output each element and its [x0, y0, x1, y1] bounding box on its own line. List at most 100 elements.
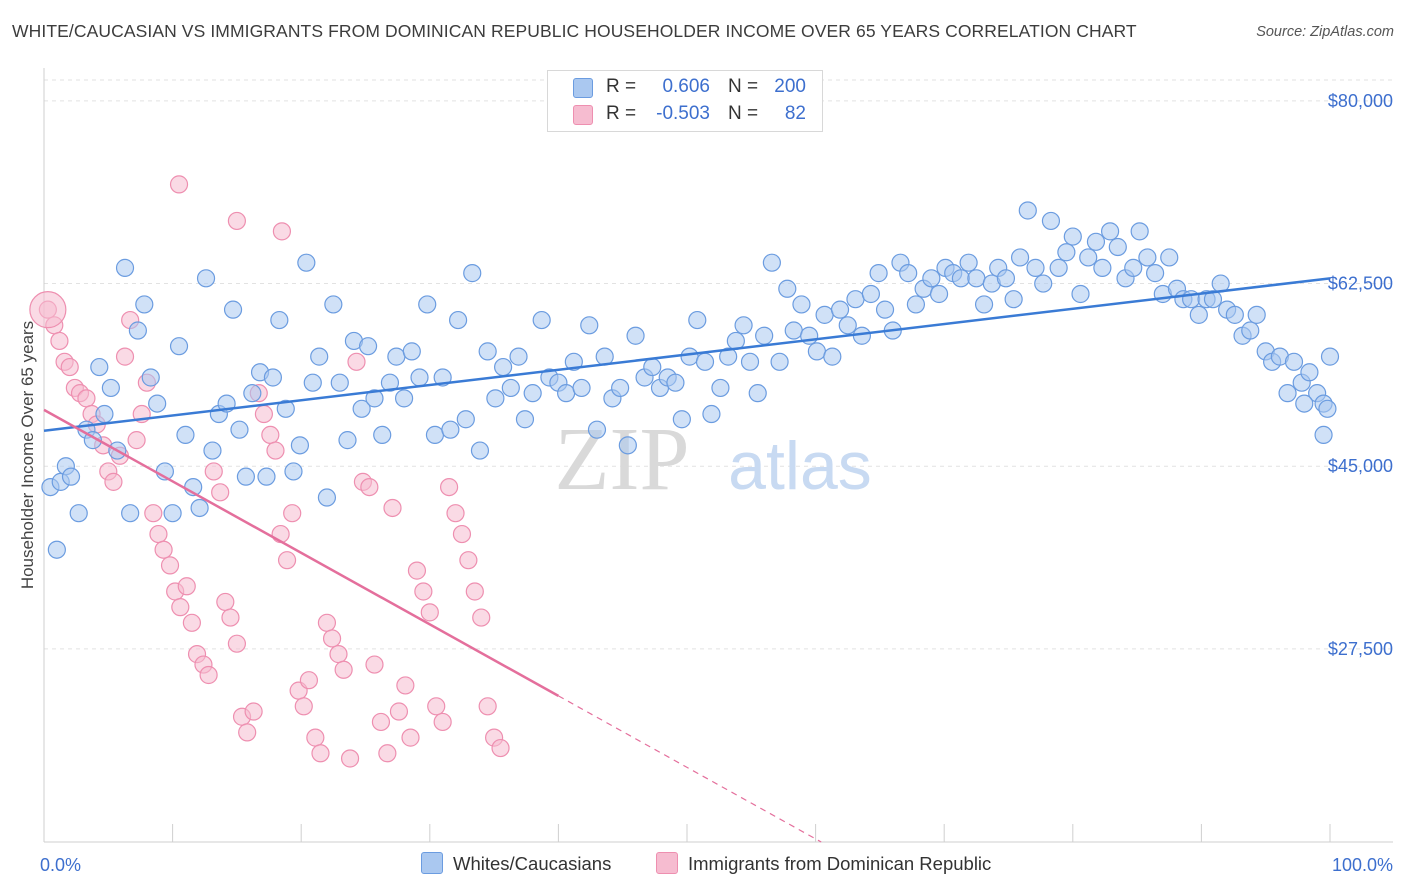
blue-data-point — [734, 316, 753, 335]
blue-data-point — [69, 504, 88, 523]
blue-data-point — [959, 253, 978, 272]
y-tick-label: $45,000 — [1328, 456, 1393, 476]
blue-data-point — [330, 373, 349, 392]
blue-data-point — [1071, 284, 1090, 304]
blue-swatch — [573, 78, 593, 98]
blue-data-point — [1189, 305, 1208, 324]
blue-data-point — [1300, 363, 1319, 382]
pink-data-point — [446, 504, 465, 523]
pink-data-point — [452, 524, 472, 544]
blue-data-point — [448, 310, 468, 330]
y-axis-label: Householder Income Over 65 years — [18, 321, 37, 589]
pink-data-point — [360, 477, 379, 497]
blue-data-point — [587, 420, 607, 439]
pink-data-point — [144, 504, 163, 523]
pink-data-point — [294, 697, 313, 716]
blue-data-point — [807, 342, 826, 361]
blue-data-point — [792, 295, 811, 314]
pink-data-point — [420, 603, 439, 622]
blue-data-point — [1314, 425, 1333, 445]
legend-r-label: R = — [606, 103, 637, 124]
pink-trend-extension — [558, 695, 822, 843]
pink-data-point — [204, 462, 223, 481]
pink-data-point — [227, 634, 246, 653]
pink-data-point — [334, 660, 353, 679]
blue-data-point — [148, 394, 167, 413]
blue-data-point — [861, 284, 880, 304]
blue-data-point — [830, 300, 850, 319]
blue-data-point — [922, 269, 941, 288]
blue-data-point — [1079, 248, 1098, 267]
pink-data-point — [115, 347, 135, 366]
x-tick-label-min: 0.0% — [40, 855, 81, 875]
blue-data-point — [532, 310, 551, 330]
blue-data-point — [672, 410, 691, 429]
blue-data-point — [303, 373, 322, 392]
blue-data-point — [230, 420, 249, 439]
blue-data-point — [190, 498, 209, 518]
legend-row-blue: R = 0.606 N = 200 — [548, 74, 822, 100]
blue-data-point — [1160, 248, 1179, 267]
blue-data-point — [702, 404, 721, 424]
pink-data-point — [365, 655, 384, 674]
y-tick-label: $62,500 — [1328, 274, 1393, 294]
pink-data-point — [317, 613, 337, 632]
pink-data-point — [371, 712, 391, 732]
blue-data-point — [1100, 222, 1120, 241]
y-tick-labels: $27,500 $45,000 $62,500 $80,000 — [1328, 91, 1393, 659]
pink-data-point — [340, 749, 360, 768]
blue-data-point — [1018, 201, 1037, 220]
blue-data-point — [523, 384, 542, 403]
blue-data-point — [557, 384, 576, 403]
blue-data-point — [270, 310, 289, 330]
blue-data-point — [135, 295, 154, 314]
blue-data-point — [626, 326, 645, 345]
blue-data-point — [1247, 305, 1266, 324]
blue-data-point — [823, 347, 842, 366]
blue-data-point — [402, 342, 421, 361]
legend-r-label: R = — [606, 76, 637, 97]
blue-data-point — [358, 337, 378, 356]
pink-data-point — [160, 556, 180, 575]
pink-data-point — [401, 728, 420, 747]
blue-data-point — [196, 269, 216, 288]
blue-data-point — [762, 253, 781, 272]
blue-data-point — [121, 504, 140, 523]
bottom-legend-pink: Immigrants from Dominican Republic — [656, 852, 991, 875]
blue-data-point — [1093, 258, 1112, 277]
blue-data-point — [784, 321, 803, 340]
pink-data-point — [427, 697, 446, 716]
blue-data-point — [115, 258, 135, 277]
blue-data-point — [169, 337, 189, 356]
blue-data-point — [951, 269, 971, 288]
pink-data-point — [244, 702, 263, 721]
y-tick-label: $80,000 — [1328, 91, 1393, 111]
blue-data-point — [418, 295, 437, 314]
pink-data-point — [169, 175, 189, 194]
blue-data-point — [297, 253, 316, 272]
blue-data-point — [263, 368, 283, 387]
pink-data-point — [472, 608, 491, 627]
pink-swatch — [573, 105, 593, 125]
blue-data-point — [276, 399, 295, 418]
blue-data-point — [494, 357, 513, 377]
blue-data-point — [310, 347, 329, 366]
blue-data-point — [324, 295, 343, 314]
blue-data-point — [387, 347, 406, 366]
blue-data-point — [1320, 347, 1340, 366]
blue-data-point — [1203, 290, 1223, 309]
blue-data-point — [1138, 248, 1157, 267]
blue-data-point — [243, 384, 262, 403]
blue-data-point — [1241, 321, 1260, 340]
pink-data-point — [311, 744, 330, 763]
blue-swatch — [421, 852, 443, 874]
pink-data-point — [171, 598, 190, 617]
blue-data-point — [1026, 258, 1045, 277]
blue-data-point — [711, 378, 730, 398]
pink-data-point — [266, 441, 285, 460]
blue-data-point — [236, 467, 256, 486]
blue-data-point — [141, 368, 160, 387]
pink-data-point — [261, 425, 280, 445]
blue-data-point — [1004, 290, 1023, 309]
